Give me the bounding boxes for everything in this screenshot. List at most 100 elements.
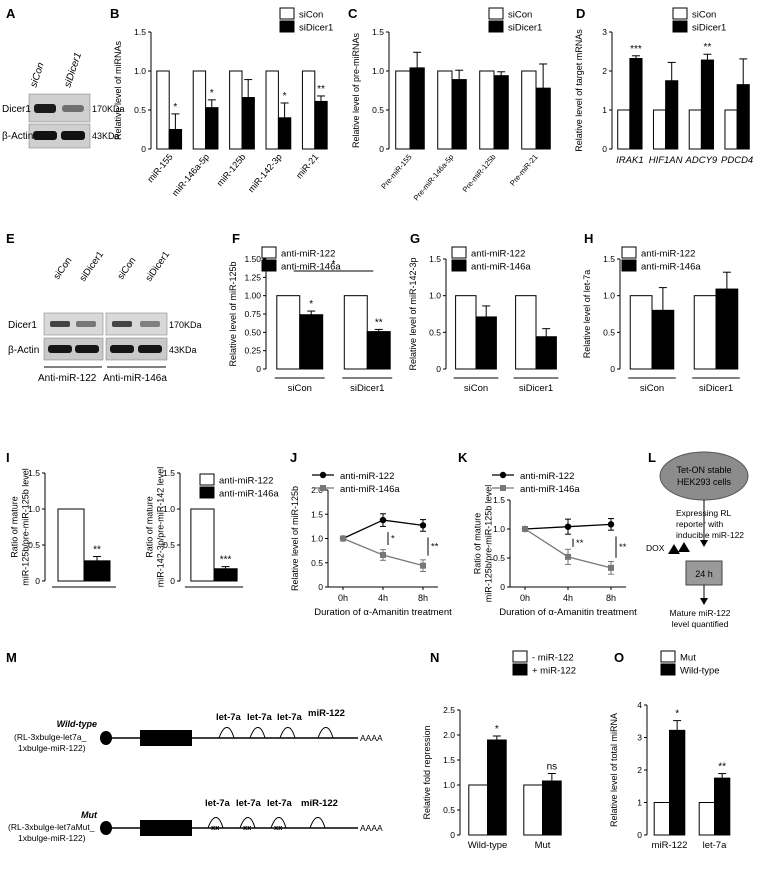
bar [455,295,477,370]
y-tick-label: 2.0 [443,730,455,740]
site-let7a: let-7a [247,712,273,723]
x-tick-label: let-7a [703,840,727,851]
significance-label: ** [619,542,627,553]
y-tick-label: 0 [170,576,175,586]
x-tick-label: miR-122 [652,840,688,851]
y-axis-label: Relative fold repression [422,725,432,819]
blot-e-row-dicer1: Dicer1 [8,320,37,331]
legend-label: anti-miR-146a [219,489,279,500]
legend-label: anti-miR-122 [641,249,695,260]
chart-f: 0 0.25 0.50 0.75 1.00 1.25 1.50 Relative level … [228,246,393,394]
bar [265,70,279,150]
y-axis-label: Relative level of let-7a [582,270,592,359]
y-tick-label: 0 [436,364,441,374]
construct-label: Mut [81,810,98,820]
legend-swatch [499,471,507,479]
bar [629,295,653,370]
bar [451,79,467,150]
bar [487,739,507,836]
construct-orf [140,730,192,746]
legend-label: siDicer1 [508,23,542,34]
legend-swatch [320,485,326,491]
y-tick-label: 1.5 [163,468,175,478]
y-tick-label: 2 [602,66,607,76]
blot-e-band [76,321,96,327]
bar [693,295,717,370]
blot-e-band [140,321,160,327]
bar [192,70,207,150]
bar [493,75,509,150]
data-point [379,516,387,524]
y-tick-label: 4 [637,700,642,710]
bar [698,802,716,836]
y-tick-label: 1.5 [429,254,441,264]
blot-e-group-1: Anti-miR-122 [38,373,97,384]
chart-o: 0 1 2 3 4 Relative level of total miRNA * miR-1… [609,650,731,851]
y-tick-label: 1.0 [429,291,441,301]
bar [299,314,324,370]
x-tick-label: siDicer1 [699,383,733,394]
y-axis-label: Relative level of total miRNA [609,713,619,827]
legend-label: anti-miR-146a [340,484,400,495]
panel-letter-d: D [576,6,585,21]
bar [213,568,238,582]
y-tick-label: 0.5 [311,558,323,568]
blot-a-marker-43: 43KDa [92,131,120,141]
blot-a-band [34,104,56,113]
y-tick-label: 1.00 [244,291,261,301]
y-tick-label: 0 [35,576,40,586]
significance-label: *** [220,555,232,566]
x-tick-label: 4h [563,593,573,603]
y-tick-label: 0 [318,582,323,592]
x-tick-label: Pre-miR-155 [379,153,413,191]
legend-label: siCon [508,10,532,21]
blot-e-lane-2: siDicer1 [77,249,106,283]
panel-letter-b: B [110,6,119,21]
bar [437,70,453,150]
x-tick-label: ADCY9 [685,155,718,166]
x-tick-label: Pre-miR-146a-5p [412,153,456,203]
bulge-sites [218,727,334,739]
x-tick-label: miR-125b [215,152,248,188]
y-tick-label: 1 [602,105,607,115]
y-tick-label: 1.0 [28,504,40,514]
y-tick-label: 1.5 [443,755,455,765]
bar [168,129,183,150]
site-let7a: let-7a [277,712,303,723]
y-tick-label: 0.5 [603,327,615,337]
data-point [608,564,614,571]
step-expressing: Expressing RL [676,508,732,518]
bar [665,80,679,150]
mutation-mark: xx [211,823,220,832]
blot-a-band [33,131,57,140]
significance-label: *** [630,44,642,55]
x-tick-label: siCon [464,383,488,394]
bar [156,70,170,150]
result-label-2: level quantified [672,619,729,629]
y-tick-label: 3 [637,733,642,743]
legend-swatch [512,663,528,676]
panel-letter-j: J [290,450,297,465]
panel-letter-c: C [348,6,358,21]
significance-label: ** [704,42,712,53]
blot-e-band [48,345,72,353]
bar [669,729,686,836]
bar [343,295,368,370]
y-tick-label: 0.75 [244,309,261,319]
legend-label: anti-miR-122 [281,249,335,260]
x-tick-label: miR-146a-5p [170,152,211,198]
legend-label: anti-miR-146a [641,262,701,273]
panel-letter-h: H [584,231,593,246]
bar [479,70,495,150]
legend-swatch [660,663,676,676]
bar [629,58,643,150]
panel-a-blot: siCon siDicer1 Dicer1 β-Actin 170KDa 43K… [2,51,125,149]
y-tick-label: 1.25 [244,272,261,282]
y-axis-label: Ratio of mature [10,496,20,558]
panel-letter-n: N [430,650,439,665]
y-tick-label: 0 [450,830,455,840]
blot-e-actin-strip [105,337,168,361]
x-tick-label: Wild-type [468,840,508,851]
construct-mut: let-7a let-7a let-7a miR-122 xx xx xx AA… [8,798,383,843]
